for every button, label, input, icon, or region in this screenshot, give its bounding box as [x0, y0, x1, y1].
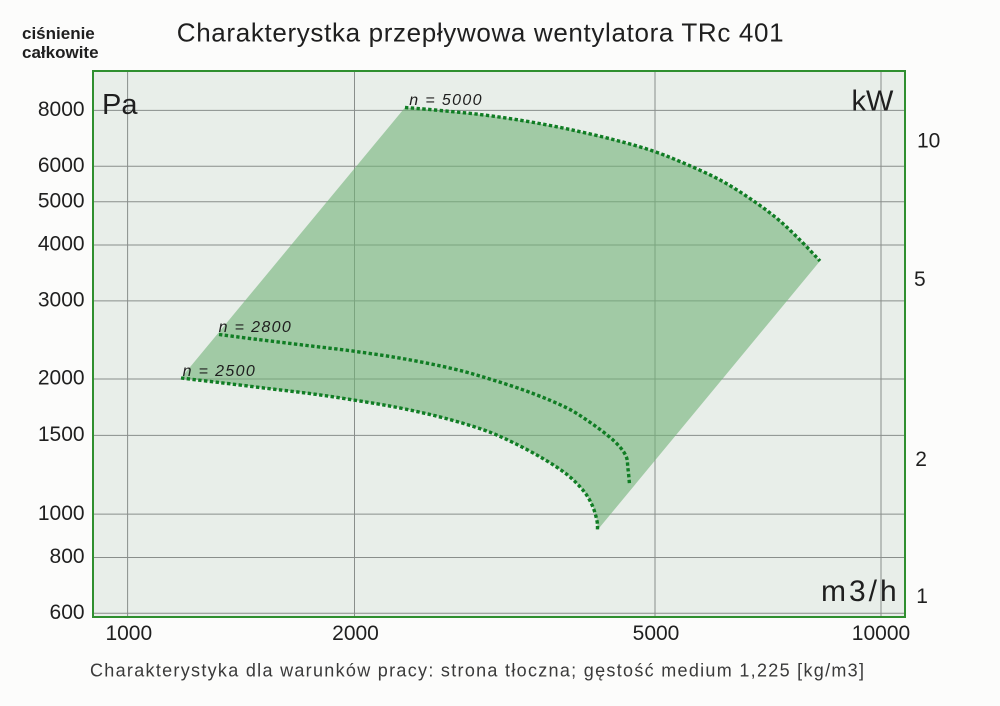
svg-text:ciśnienie: ciśnienie [22, 24, 95, 43]
svg-text:Charakterystyka dla warunków p: Charakterystyka dla warunków pracy: stro… [90, 661, 865, 681]
svg-text:całkowite: całkowite [22, 43, 99, 62]
svg-text:1: 1 [916, 585, 928, 608]
svg-text:2000: 2000 [332, 622, 379, 645]
svg-text:600: 600 [50, 601, 85, 624]
svg-text:8000: 8000 [38, 98, 85, 121]
svg-text:2000: 2000 [38, 367, 85, 390]
svg-text:2: 2 [915, 448, 927, 471]
svg-text:n = 2500: n = 2500 [183, 363, 257, 380]
svg-text:4000: 4000 [38, 233, 85, 256]
svg-text:800: 800 [50, 545, 85, 568]
svg-text:6000: 6000 [38, 154, 85, 177]
svg-text:n = 2800: n = 2800 [219, 319, 293, 336]
svg-text:10000: 10000 [852, 622, 910, 645]
svg-text:1000: 1000 [38, 502, 85, 525]
svg-text:n = 5000: n = 5000 [409, 92, 483, 109]
svg-text:Charakterystka przepływowa wen: Charakterystka przepływowa wentylatora T… [177, 17, 784, 47]
svg-text:1000: 1000 [105, 622, 152, 645]
svg-text:5000: 5000 [633, 622, 680, 645]
svg-text:kW: kW [852, 86, 895, 118]
svg-text:m3/h: m3/h [821, 575, 900, 608]
svg-text:5000: 5000 [38, 189, 85, 212]
svg-text:1500: 1500 [38, 423, 85, 446]
svg-text:5: 5 [914, 268, 926, 291]
svg-text:Pa: Pa [102, 89, 138, 121]
svg-text:10: 10 [917, 129, 940, 152]
svg-text:3000: 3000 [38, 289, 85, 312]
